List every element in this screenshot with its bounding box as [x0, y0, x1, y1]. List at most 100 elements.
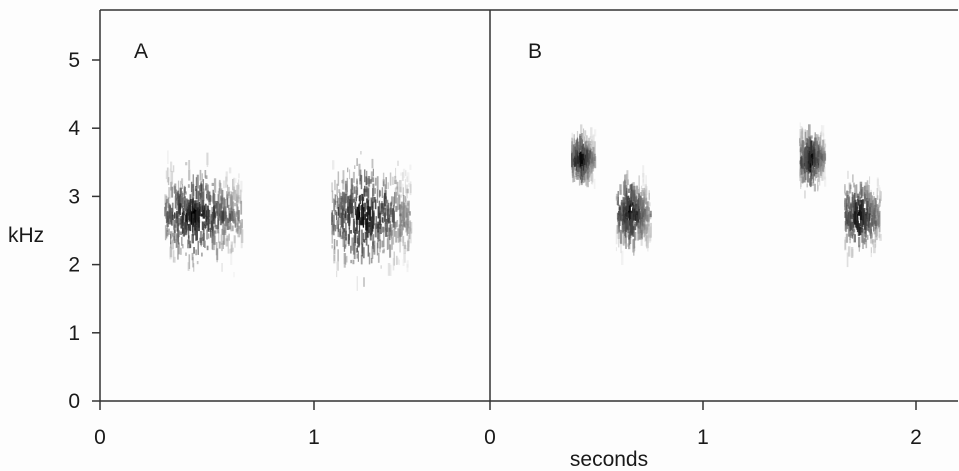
spectrogram-streak — [401, 228, 403, 237]
spectrogram-streak — [819, 171, 822, 178]
spectrogram-streak — [340, 201, 342, 216]
spectrogram-streak — [232, 208, 235, 221]
spectrogram-streak — [348, 208, 352, 215]
spectrogram-streak — [588, 141, 592, 145]
spectrogram-streak — [577, 156, 579, 166]
panel-b-label: B — [528, 40, 542, 63]
spectrogram-streak — [401, 172, 404, 181]
spectrogram-streak — [817, 144, 820, 154]
spectrogram-streak — [876, 212, 879, 226]
spectrogram-streak — [183, 197, 185, 207]
spectrogram-streak — [591, 173, 594, 185]
spectrogram-streak — [384, 215, 386, 222]
spectrogram-streak — [171, 232, 175, 237]
spectrogram-streak — [625, 205, 627, 220]
spectrogram-streak — [389, 203, 392, 212]
spectrogram-streak — [345, 238, 347, 247]
spectrogram-streak — [176, 233, 178, 241]
spectrogram-streak — [864, 182, 868, 191]
spectrogram-streak — [405, 207, 408, 218]
spectrogram-streak — [637, 222, 639, 227]
spectrogram-streak — [369, 179, 372, 184]
spectrogram-streak — [823, 166, 826, 180]
spectrogram-streak — [644, 221, 646, 236]
call-spectrogram — [844, 170, 882, 268]
spectrogram-streak — [195, 200, 198, 204]
spectrogram-streak — [808, 124, 811, 138]
spectrogram-streak — [398, 193, 401, 200]
spectrogram-streak — [576, 159, 578, 171]
spectrogram-streak — [196, 261, 199, 265]
spectrogram-streak — [390, 224, 393, 238]
spectrogram-streak — [402, 168, 406, 178]
spectrogram-streak — [877, 207, 880, 216]
spectrogram-streak — [358, 203, 360, 217]
spectrogram-streak — [389, 246, 391, 258]
spectrogram-streak — [360, 254, 363, 265]
spectrogram-streak — [858, 244, 860, 252]
spectrogram-streak — [365, 212, 368, 217]
spectrogram-streak — [408, 226, 411, 240]
spectrogram-streak — [212, 236, 215, 251]
spectrogram-streak — [871, 195, 874, 201]
spectrogram-streak — [817, 136, 819, 141]
spectrogram-streak — [235, 185, 239, 197]
spectrogram-streak — [638, 210, 641, 220]
spectrogram-streak — [407, 240, 410, 251]
spectrogram-streak — [401, 219, 403, 223]
spectrogram-streak — [618, 224, 620, 232]
spectrogram-streak — [387, 234, 390, 250]
spectrogram-streak — [585, 173, 588, 186]
spectrogram-streak — [399, 238, 401, 253]
spectrogram-streak — [240, 200, 243, 215]
spectrogram-streak — [201, 205, 203, 215]
spectrogram-streak — [582, 176, 585, 184]
spectrogram-streak — [227, 184, 229, 200]
spectrogram-streak — [221, 228, 223, 235]
spectrogram-streak — [345, 194, 347, 204]
spectrogram-streak — [580, 124, 583, 134]
spectrogram-streak — [204, 170, 207, 178]
spectrogram-streak — [377, 206, 380, 219]
spectrogram-streak — [344, 211, 347, 219]
spectrogram-streak — [173, 212, 176, 219]
spectrogram-streak — [338, 204, 340, 218]
spectrogram-streak — [855, 209, 858, 225]
spectrogram-streak — [331, 210, 333, 222]
spectrogram-streak — [584, 168, 586, 181]
spectrogram-streak — [617, 191, 619, 206]
spectrogram-streak — [630, 200, 633, 207]
spectrogram-streak — [806, 138, 809, 149]
spectrogram-streak — [641, 185, 643, 190]
spectrogram-streak — [395, 191, 397, 198]
spectrogram-streak — [213, 178, 217, 193]
spectrogram-streak — [591, 135, 594, 146]
spectrogram-streak — [164, 194, 167, 205]
spectrogram-streak — [336, 183, 338, 197]
spectrogram-streak — [848, 197, 850, 209]
spectrogram-streak — [376, 242, 379, 256]
spectrogram-streak — [592, 167, 595, 172]
spectrogram-streak — [805, 137, 807, 142]
spectrogram-streak — [377, 252, 380, 263]
spectrogram-streak — [360, 217, 363, 226]
spectrogram-streak — [190, 181, 193, 192]
spectrogram-streak — [645, 224, 648, 234]
spectrogram-streak — [228, 213, 231, 222]
spectrogram-streak — [630, 221, 633, 236]
spectrogram-streak — [405, 170, 407, 177]
spectrogram-streak — [206, 205, 209, 220]
spectrogram-streak — [819, 132, 822, 137]
spectrogram-streak — [236, 222, 239, 232]
spectrogram-streak — [824, 176, 827, 187]
spectrogram-streak — [342, 218, 344, 230]
spectrogram-streak — [238, 197, 241, 204]
spectrogram-streak — [179, 196, 182, 204]
spectrogram-streak — [861, 187, 864, 197]
spectrogram-streak — [631, 202, 634, 206]
plot-frame — [99, 9, 958, 402]
spectrogram-streak — [634, 231, 637, 241]
spectrogram-streak — [357, 242, 360, 248]
spectrogram-streak — [380, 265, 382, 269]
spectrogram-streak — [584, 136, 586, 149]
